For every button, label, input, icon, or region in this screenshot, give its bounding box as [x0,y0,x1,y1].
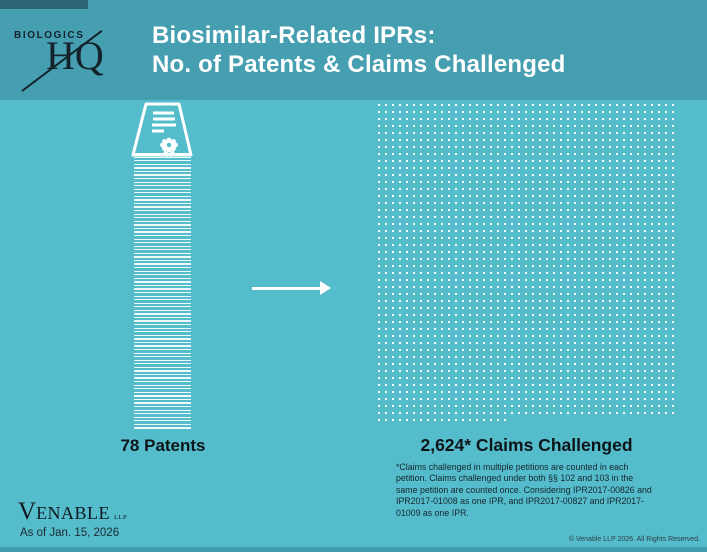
dot-row [378,258,680,260]
dot-row [378,286,680,288]
dot-row [378,328,680,330]
dot-row [378,419,680,421]
dot-row [378,391,680,393]
dot-row [378,279,680,281]
dot-row [378,321,680,323]
dot-row [378,412,680,414]
claims-count-label: 2,624* Claims Challenged [420,435,633,455]
dot-row [378,363,680,365]
dot-row [378,300,680,302]
header-band: BIOLOGICS HQ Biosimilar-Related IPRs: No… [0,0,707,100]
arrow-right-icon [252,280,332,296]
dot-row [378,223,680,225]
dot-row [378,174,680,176]
dot-row [378,342,680,344]
page-title-line2: No. of Patents & Claims Challenged [152,51,566,79]
biologics-hq-logo: BIOLOGICS HQ [12,24,142,94]
dot-row [378,181,680,183]
patent-stack [134,153,191,431]
dot-row [378,237,680,239]
copyright-label: © Venable LLP 2026. All Rights Reserved. [568,536,700,543]
as-of-date-label: As of Jan. 15, 2026 [20,527,120,539]
dot-row [378,209,680,211]
dot-row [378,349,680,351]
dot-row [378,111,680,113]
dot-row [378,293,680,295]
venable-logo-llp: LLP [114,514,128,521]
logo-biologics-text: BIOLOGICS [14,30,85,41]
dot-row [378,202,680,204]
dot-row [378,195,680,197]
dot-row [378,216,680,218]
dot-row [378,384,680,386]
dot-row [378,118,680,120]
dot-row [378,377,680,379]
dot-row [378,314,680,316]
dot-row [378,125,680,127]
dot-row [378,272,680,274]
seal-rosette-icon [160,137,178,158]
dot-row [378,230,680,232]
dot-row [378,251,680,253]
arrow-shaft [252,286,322,290]
dot-row [378,167,680,169]
dot-row [378,307,680,309]
dot-row [378,132,680,134]
venable-logo-v: V [18,498,37,525]
dot-row [378,356,680,358]
dot-row [378,146,680,148]
dot-row [378,405,680,407]
claims-footnote: *Claims challenged in multiple petitions… [396,462,652,518]
claims-dot-grid [378,104,680,426]
venable-logo: VENABLE LLP [18,499,127,524]
bottom-accent-strip [0,547,707,552]
dot-row [378,188,680,190]
dot-row [378,265,680,267]
patent-certificate-icon [131,102,193,158]
page-title: Biosimilar-Related IPRs: No. of Patents … [152,21,566,79]
arrow-head [320,281,331,295]
dot-row [378,104,680,106]
dot-row [378,244,680,246]
venable-logo-rest: ENABLE [36,503,111,523]
dot-row [378,370,680,372]
dot-row [378,398,680,400]
dot-row [378,335,680,337]
corner-accent-tab [0,0,88,9]
logo-hq-text: HQ [46,33,104,78]
page-title-line1: Biosimilar-Related IPRs: [152,22,436,49]
patents-count-label: 78 Patents [120,436,206,455]
dot-row [378,153,680,155]
dot-row [378,139,680,141]
dot-row [378,160,680,162]
